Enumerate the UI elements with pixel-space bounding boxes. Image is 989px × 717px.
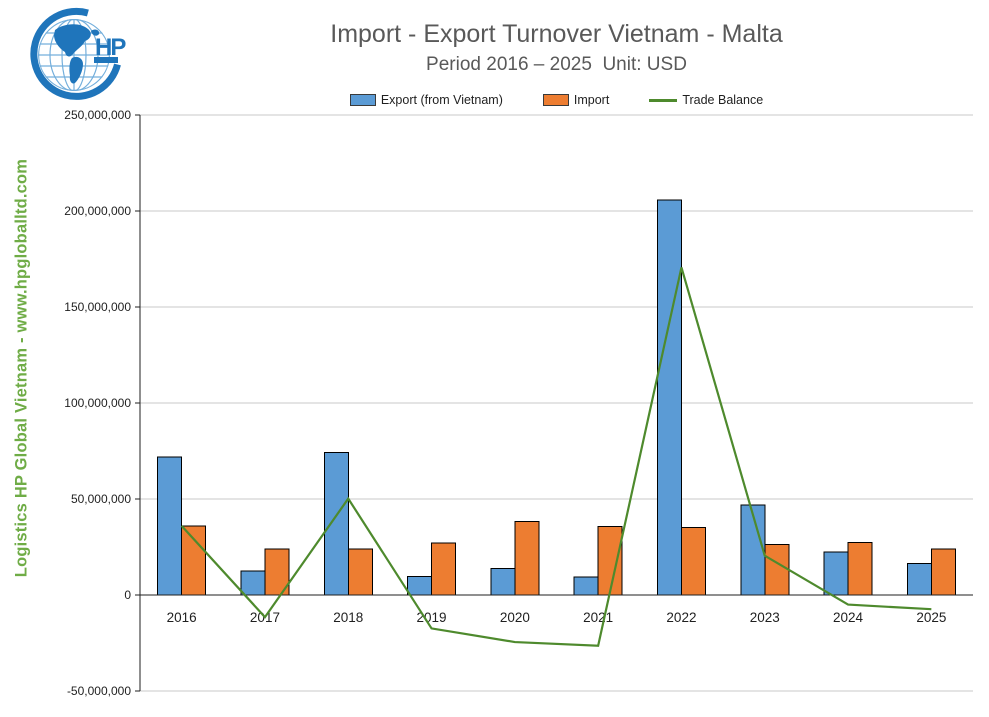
bar-export-2024 — [823, 551, 849, 596]
bar-export-2022 — [656, 199, 682, 596]
bar-import-2016 — [181, 525, 207, 596]
logo-crossbar — [94, 57, 118, 63]
bar-import-2022 — [680, 526, 706, 596]
bar-export-2025 — [906, 562, 932, 596]
legend-swatch-import — [542, 94, 569, 106]
x-axis-label-2016: 2016 — [167, 610, 197, 625]
bar-import-2021 — [597, 525, 623, 596]
legend-line-trade-balance — [649, 98, 678, 102]
y-axis-label: 200,000,000 — [64, 204, 131, 218]
bar-export-2021 — [573, 576, 599, 596]
logo-hp-text: HP — [95, 34, 126, 61]
y-axis-label: 50,000,000 — [71, 492, 131, 506]
x-axis-label-2024: 2024 — [833, 610, 864, 625]
chart-subtitle: Period 2016 – 2025 Unit: USD — [426, 53, 687, 75]
legend-label-trade-balance: Trade Balance — [682, 93, 764, 107]
y-axis-label: -50,000,000 — [67, 684, 131, 698]
legend: Export (from Vietnam) Import Trade Balan… — [140, 93, 973, 107]
hp-globe-logo: HP — [30, 7, 128, 100]
y-axis-label: 150,000,000 — [64, 300, 131, 314]
title-block: Import - Export Turnover Vietnam - Malta… — [140, 20, 973, 76]
bar-import-2023 — [764, 543, 790, 596]
bar-export-2020 — [490, 567, 516, 596]
bar-export-2019 — [407, 576, 433, 596]
bar-import-2024 — [847, 541, 873, 596]
x-axis-label-2021: 2021 — [583, 610, 613, 625]
legend-label-export: Export (from Vietnam) — [380, 93, 503, 107]
chart-title: Import - Export Turnover Vietnam - Malta — [330, 20, 783, 48]
x-axis-label-2022: 2022 — [666, 610, 696, 625]
bar-import-2020 — [514, 520, 540, 596]
legend-swatch-export — [349, 94, 376, 106]
legend-item-import: Import — [542, 93, 610, 107]
bar-export-2023 — [740, 504, 766, 596]
legend-item-trade-balance: Trade Balance — [649, 93, 763, 107]
globe-continents — [54, 24, 100, 84]
x-axis-label-2018: 2018 — [333, 610, 363, 625]
bar-export-2018 — [323, 452, 349, 596]
bar-import-2018 — [347, 548, 373, 596]
x-axis-label-2020: 2020 — [500, 610, 530, 625]
bar-import-2025 — [930, 548, 956, 596]
x-axis-label-2025: 2025 — [916, 610, 946, 625]
legend-item-export: Export (from Vietnam) — [349, 93, 503, 107]
logo-swoosh — [30, 7, 121, 100]
bar-export-2017 — [240, 570, 266, 596]
x-axis-label-2023: 2023 — [750, 610, 780, 625]
y-axis-label: 100,000,000 — [64, 396, 131, 410]
x-axis-label-2019: 2019 — [417, 610, 447, 625]
legend-label-import: Import — [573, 93, 610, 107]
bar-import-2019 — [431, 542, 457, 596]
bar-export-2016 — [157, 456, 183, 596]
y-axis-label: 0 — [124, 588, 131, 602]
y-axis-label: 250,000,000 — [64, 108, 131, 122]
trade-balance-line — [180, 267, 932, 647]
